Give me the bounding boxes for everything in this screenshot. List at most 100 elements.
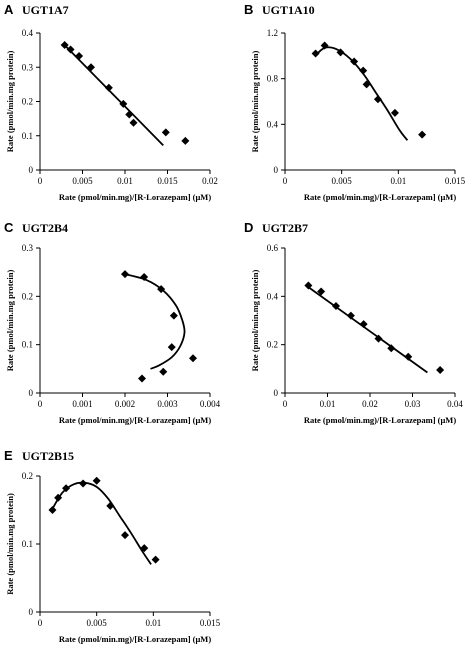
x-tick-label: 0.002 <box>115 399 135 409</box>
y-tick-label: 0.2 <box>267 340 278 350</box>
data-point <box>54 493 63 502</box>
data-point <box>359 320 368 329</box>
panel-b: B UGT1A10 0 0.005 0.01 0.015 0 0.4 0.8 1.2 Rate (p… <box>244 2 466 202</box>
panel-letter: D <box>244 220 253 235</box>
y-tick-label: 0.4 <box>22 28 34 38</box>
fit-curve <box>307 286 428 374</box>
data-point <box>129 118 138 127</box>
x-tick-label: 0.03 <box>405 399 421 409</box>
x-tick-label: 0.01 <box>145 618 161 628</box>
panel-c: C UGT2B4 0 0.001 0.002 0.003 0.004 0 0.1 0.2 0.3 Ra… <box>4 220 221 425</box>
y-axis-label: Rate (pmol/min.mg protein) <box>250 51 260 153</box>
data-point <box>121 531 129 540</box>
data-point <box>332 302 340 310</box>
data-point <box>167 343 176 352</box>
data-point <box>436 366 445 375</box>
data-point <box>418 130 427 139</box>
panel-title: UGT1A7 <box>22 3 69 17</box>
x-tick-label: 0.015 <box>445 176 466 186</box>
data-point <box>121 270 129 279</box>
y-axis-label: Rate (pmol/min.mg protein) <box>250 270 260 372</box>
data-point <box>304 281 313 290</box>
x-tick-label: 0 <box>38 618 43 628</box>
y-tick-label: 0.1 <box>22 340 33 350</box>
y-tick-label: 0 <box>29 165 34 175</box>
data-point <box>189 354 197 363</box>
data-point <box>336 48 345 57</box>
x-axis-label: Rate (pmol/min.mg)/[R-Lorazepam] (μM) <box>59 634 212 644</box>
x-tick-label: 0.005 <box>72 176 93 186</box>
y-tick-label: 0.3 <box>22 62 34 72</box>
x-tick-label: 0.004 <box>200 399 221 409</box>
data-point <box>350 57 359 66</box>
data-point <box>151 555 160 564</box>
x-tick-label: 0.01 <box>390 176 406 186</box>
y-tick-label: 0 <box>274 165 279 175</box>
data-point <box>75 51 84 60</box>
y-axis-label: Rate (pmol/min.mg protein) <box>5 270 15 372</box>
panel-e: E UGT2B15 0 0.005 0.01 0.015 0 0.1 0.2 Rate (pmol… <box>4 448 221 644</box>
x-tick-label: 0 <box>283 176 288 186</box>
data-point <box>169 311 178 320</box>
y-tick-label: 0.4 <box>267 291 279 301</box>
y-tick-label: 0 <box>29 607 34 617</box>
x-tick-label: 0 <box>38 399 43 409</box>
data-point <box>138 374 146 383</box>
panel-letter: E <box>4 448 13 463</box>
panel-title: UGT1A10 <box>262 3 315 17</box>
panel-letter: B <box>244 2 253 17</box>
panel-letter: A <box>4 2 14 17</box>
y-tick-label: 0.2 <box>22 97 33 107</box>
panel-letter: C <box>4 220 14 235</box>
fit-curve <box>51 481 152 565</box>
data-point <box>359 66 368 75</box>
y-tick-label: 0.8 <box>267 74 279 84</box>
data-point <box>62 484 71 493</box>
panel-title: UGT2B4 <box>22 221 68 235</box>
x-tick-label: 0.01 <box>117 176 133 186</box>
y-tick-label: 0.6 <box>267 243 279 253</box>
y-tick-label: 0.1 <box>22 131 33 141</box>
x-axis-label: Rate (pmol/min.mg)/[R-Lorazepam] (μM) <box>304 415 457 425</box>
data-point <box>161 128 170 137</box>
data-point <box>390 108 399 117</box>
fit-curve <box>314 46 409 141</box>
data-point <box>362 80 371 89</box>
data-point <box>404 352 413 361</box>
x-tick-label: 0.04 <box>447 399 463 409</box>
data-point <box>106 501 115 510</box>
x-tick-label: 0.003 <box>157 399 178 409</box>
panel-d: D UGT2B7 0 0.01 0.02 0.03 0.04 0 0.2 0.4 0.6 Rate (… <box>244 220 463 425</box>
y-tick-label: 1.2 <box>267 28 278 38</box>
x-tick-label: 0.015 <box>157 176 178 186</box>
data-point <box>181 136 190 145</box>
x-tick-label: 0.01 <box>320 399 336 409</box>
x-tick-label: 0 <box>38 176 43 186</box>
y-tick-label: 0.2 <box>22 291 33 301</box>
data-point <box>311 49 320 58</box>
data-point <box>48 506 57 514</box>
x-tick-label: 0.015 <box>200 618 221 628</box>
data-point <box>66 45 75 54</box>
y-tick-label: 0 <box>29 388 34 398</box>
x-tick-label: 0 <box>283 399 288 409</box>
y-axis-label: Rate (pmol/min.mg protein) <box>5 493 15 595</box>
data-point <box>387 344 396 353</box>
data-point <box>374 334 383 343</box>
data-point <box>119 99 128 108</box>
x-tick-label: 0.001 <box>72 399 92 409</box>
data-point <box>317 287 326 296</box>
panel-title: UGT2B15 <box>22 449 74 463</box>
panel-title: UGT2B7 <box>262 221 308 235</box>
panel-a: A UGT1A7 0 0.005 0.01 0.015 0.02 0 0.1 0.2 0.3 0.4 R… <box>4 2 218 202</box>
data-point <box>104 83 113 92</box>
x-tick-label: 0.02 <box>362 399 378 409</box>
data-point <box>140 273 149 281</box>
x-tick-label: 0.005 <box>87 618 108 628</box>
x-axis-label: Rate (pmol/min.mg)/[R-Lorazepam] (μM) <box>59 415 212 425</box>
y-tick-label: 0.1 <box>22 539 33 549</box>
x-tick-label: 0.02 <box>202 176 218 186</box>
data-point <box>92 476 101 485</box>
y-tick-label: 0 <box>274 388 279 398</box>
